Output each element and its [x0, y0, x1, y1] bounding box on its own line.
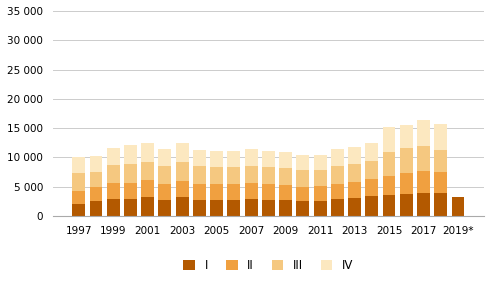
Bar [417, 120, 430, 146]
Bar [210, 151, 223, 167]
Bar [262, 200, 275, 216]
Bar [348, 182, 361, 198]
Bar [72, 157, 85, 173]
Bar [89, 172, 103, 187]
Bar [417, 146, 430, 171]
Bar [176, 143, 189, 162]
Bar [365, 196, 378, 216]
Bar [262, 185, 275, 200]
Bar [382, 176, 395, 195]
Bar [89, 187, 103, 201]
Bar [227, 185, 241, 200]
Bar [297, 155, 309, 170]
Bar [279, 200, 292, 216]
Bar [452, 197, 464, 216]
Bar [400, 173, 413, 194]
Bar [176, 197, 189, 216]
Bar [72, 191, 85, 204]
Bar [141, 143, 154, 162]
Bar [124, 198, 137, 216]
Bar [400, 148, 413, 173]
Bar [227, 151, 241, 167]
Bar [176, 162, 189, 181]
Bar [193, 166, 206, 185]
Bar [245, 149, 258, 166]
Bar [348, 198, 361, 216]
Bar [124, 145, 137, 164]
Bar [400, 194, 413, 216]
Bar [279, 168, 292, 185]
Bar [382, 152, 395, 176]
Bar [107, 165, 120, 183]
Bar [89, 201, 103, 216]
Bar [124, 183, 137, 198]
Bar [434, 124, 447, 150]
Bar [193, 150, 206, 166]
Bar [417, 171, 430, 193]
Bar [245, 183, 258, 199]
Bar [107, 183, 120, 198]
Bar [434, 172, 447, 193]
Bar [159, 166, 171, 184]
Bar [279, 152, 292, 168]
Bar [262, 151, 275, 167]
Bar [141, 180, 154, 197]
Bar [193, 200, 206, 216]
Legend: I, II, III, IV: I, II, III, IV [184, 259, 353, 272]
Bar [434, 150, 447, 172]
Bar [159, 184, 171, 200]
Bar [124, 164, 137, 183]
Bar [297, 187, 309, 201]
Bar [159, 149, 171, 166]
Bar [314, 201, 327, 216]
Bar [210, 200, 223, 216]
Bar [314, 155, 327, 170]
Bar [89, 156, 103, 172]
Bar [193, 185, 206, 200]
Bar [382, 127, 395, 152]
Bar [382, 195, 395, 216]
Bar [331, 149, 344, 166]
Bar [297, 170, 309, 187]
Bar [331, 199, 344, 216]
Bar [348, 164, 361, 182]
Bar [72, 173, 85, 191]
Bar [107, 198, 120, 216]
Bar [400, 125, 413, 148]
Bar [434, 193, 447, 216]
Bar [245, 199, 258, 216]
Bar [210, 167, 223, 185]
Bar [227, 167, 241, 185]
Bar [297, 201, 309, 216]
Bar [245, 166, 258, 183]
Bar [331, 184, 344, 199]
Bar [210, 185, 223, 200]
Bar [365, 161, 378, 179]
Bar [365, 179, 378, 196]
Bar [159, 200, 171, 216]
Bar [141, 197, 154, 216]
Bar [314, 186, 327, 201]
Bar [227, 200, 241, 216]
Bar [314, 170, 327, 186]
Bar [72, 204, 85, 216]
Bar [331, 166, 344, 184]
Bar [107, 148, 120, 165]
Bar [141, 162, 154, 180]
Bar [348, 147, 361, 164]
Bar [417, 193, 430, 216]
Bar [279, 185, 292, 200]
Bar [365, 143, 378, 161]
Bar [262, 167, 275, 185]
Bar [176, 181, 189, 197]
